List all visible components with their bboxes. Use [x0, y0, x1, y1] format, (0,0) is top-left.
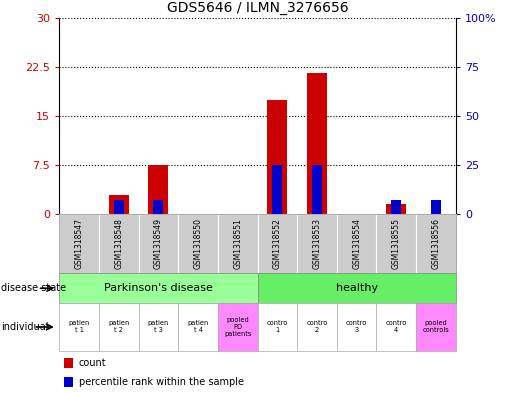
Text: GSM1318547: GSM1318547 [75, 218, 83, 269]
Bar [386, 204, 406, 214]
Bar [109, 195, 129, 214]
Text: GSM1318556: GSM1318556 [432, 218, 440, 269]
Bar [307, 73, 327, 214]
Bar [178, 214, 218, 273]
Bar [416, 303, 456, 351]
Text: GSM1318548: GSM1318548 [114, 218, 123, 269]
Bar [337, 214, 376, 273]
Bar [139, 303, 178, 351]
Bar [114, 200, 124, 214]
Text: patien
t 4: patien t 4 [187, 320, 209, 334]
Text: GSM1318550: GSM1318550 [194, 218, 202, 269]
Bar [148, 165, 168, 214]
Text: contro
1: contro 1 [267, 320, 288, 334]
Bar [64, 377, 73, 387]
Bar [297, 214, 337, 273]
Bar [297, 303, 337, 351]
Bar [376, 214, 416, 273]
Bar [139, 214, 178, 273]
Text: patien
t 3: patien t 3 [148, 320, 169, 334]
Text: disease state: disease state [1, 283, 66, 293]
Text: GSM1318549: GSM1318549 [154, 218, 163, 269]
Text: patien
t 2: patien t 2 [108, 320, 129, 334]
Bar [258, 303, 297, 351]
Text: percentile rank within the sample: percentile rank within the sample [79, 377, 244, 387]
Text: healthy: healthy [336, 283, 377, 293]
Bar [218, 303, 258, 351]
Bar [64, 358, 73, 368]
Text: contro
3: contro 3 [346, 320, 367, 334]
Text: count: count [79, 358, 106, 367]
Bar [99, 214, 139, 273]
Bar [431, 200, 441, 214]
Text: Parkinson's disease: Parkinson's disease [104, 283, 213, 293]
Bar [178, 303, 218, 351]
Text: GSM1318552: GSM1318552 [273, 218, 282, 269]
Title: GDS5646 / ILMN_3276656: GDS5646 / ILMN_3276656 [167, 1, 348, 15]
Bar [272, 165, 282, 214]
Text: GSM1318551: GSM1318551 [233, 218, 242, 269]
Bar [391, 200, 401, 214]
Bar [267, 99, 287, 214]
Text: contro
4: contro 4 [386, 320, 407, 334]
Bar [376, 303, 416, 351]
Bar [59, 214, 99, 273]
Bar [258, 273, 456, 303]
Bar [153, 200, 163, 214]
Bar [59, 303, 99, 351]
Text: contro
2: contro 2 [306, 320, 328, 334]
Bar [218, 214, 258, 273]
Text: individual: individual [1, 322, 48, 332]
Text: pooled
PD
patients: pooled PD patients [224, 317, 251, 337]
Bar [312, 165, 322, 214]
Bar [99, 303, 139, 351]
Bar [258, 214, 297, 273]
Bar [337, 303, 376, 351]
Bar [416, 214, 456, 273]
Text: GSM1318553: GSM1318553 [313, 218, 321, 269]
Text: patien
t 1: patien t 1 [68, 320, 90, 334]
Text: GSM1318555: GSM1318555 [392, 218, 401, 269]
Bar [59, 273, 258, 303]
Text: GSM1318554: GSM1318554 [352, 218, 361, 269]
Text: pooled
controls: pooled controls [423, 320, 449, 334]
